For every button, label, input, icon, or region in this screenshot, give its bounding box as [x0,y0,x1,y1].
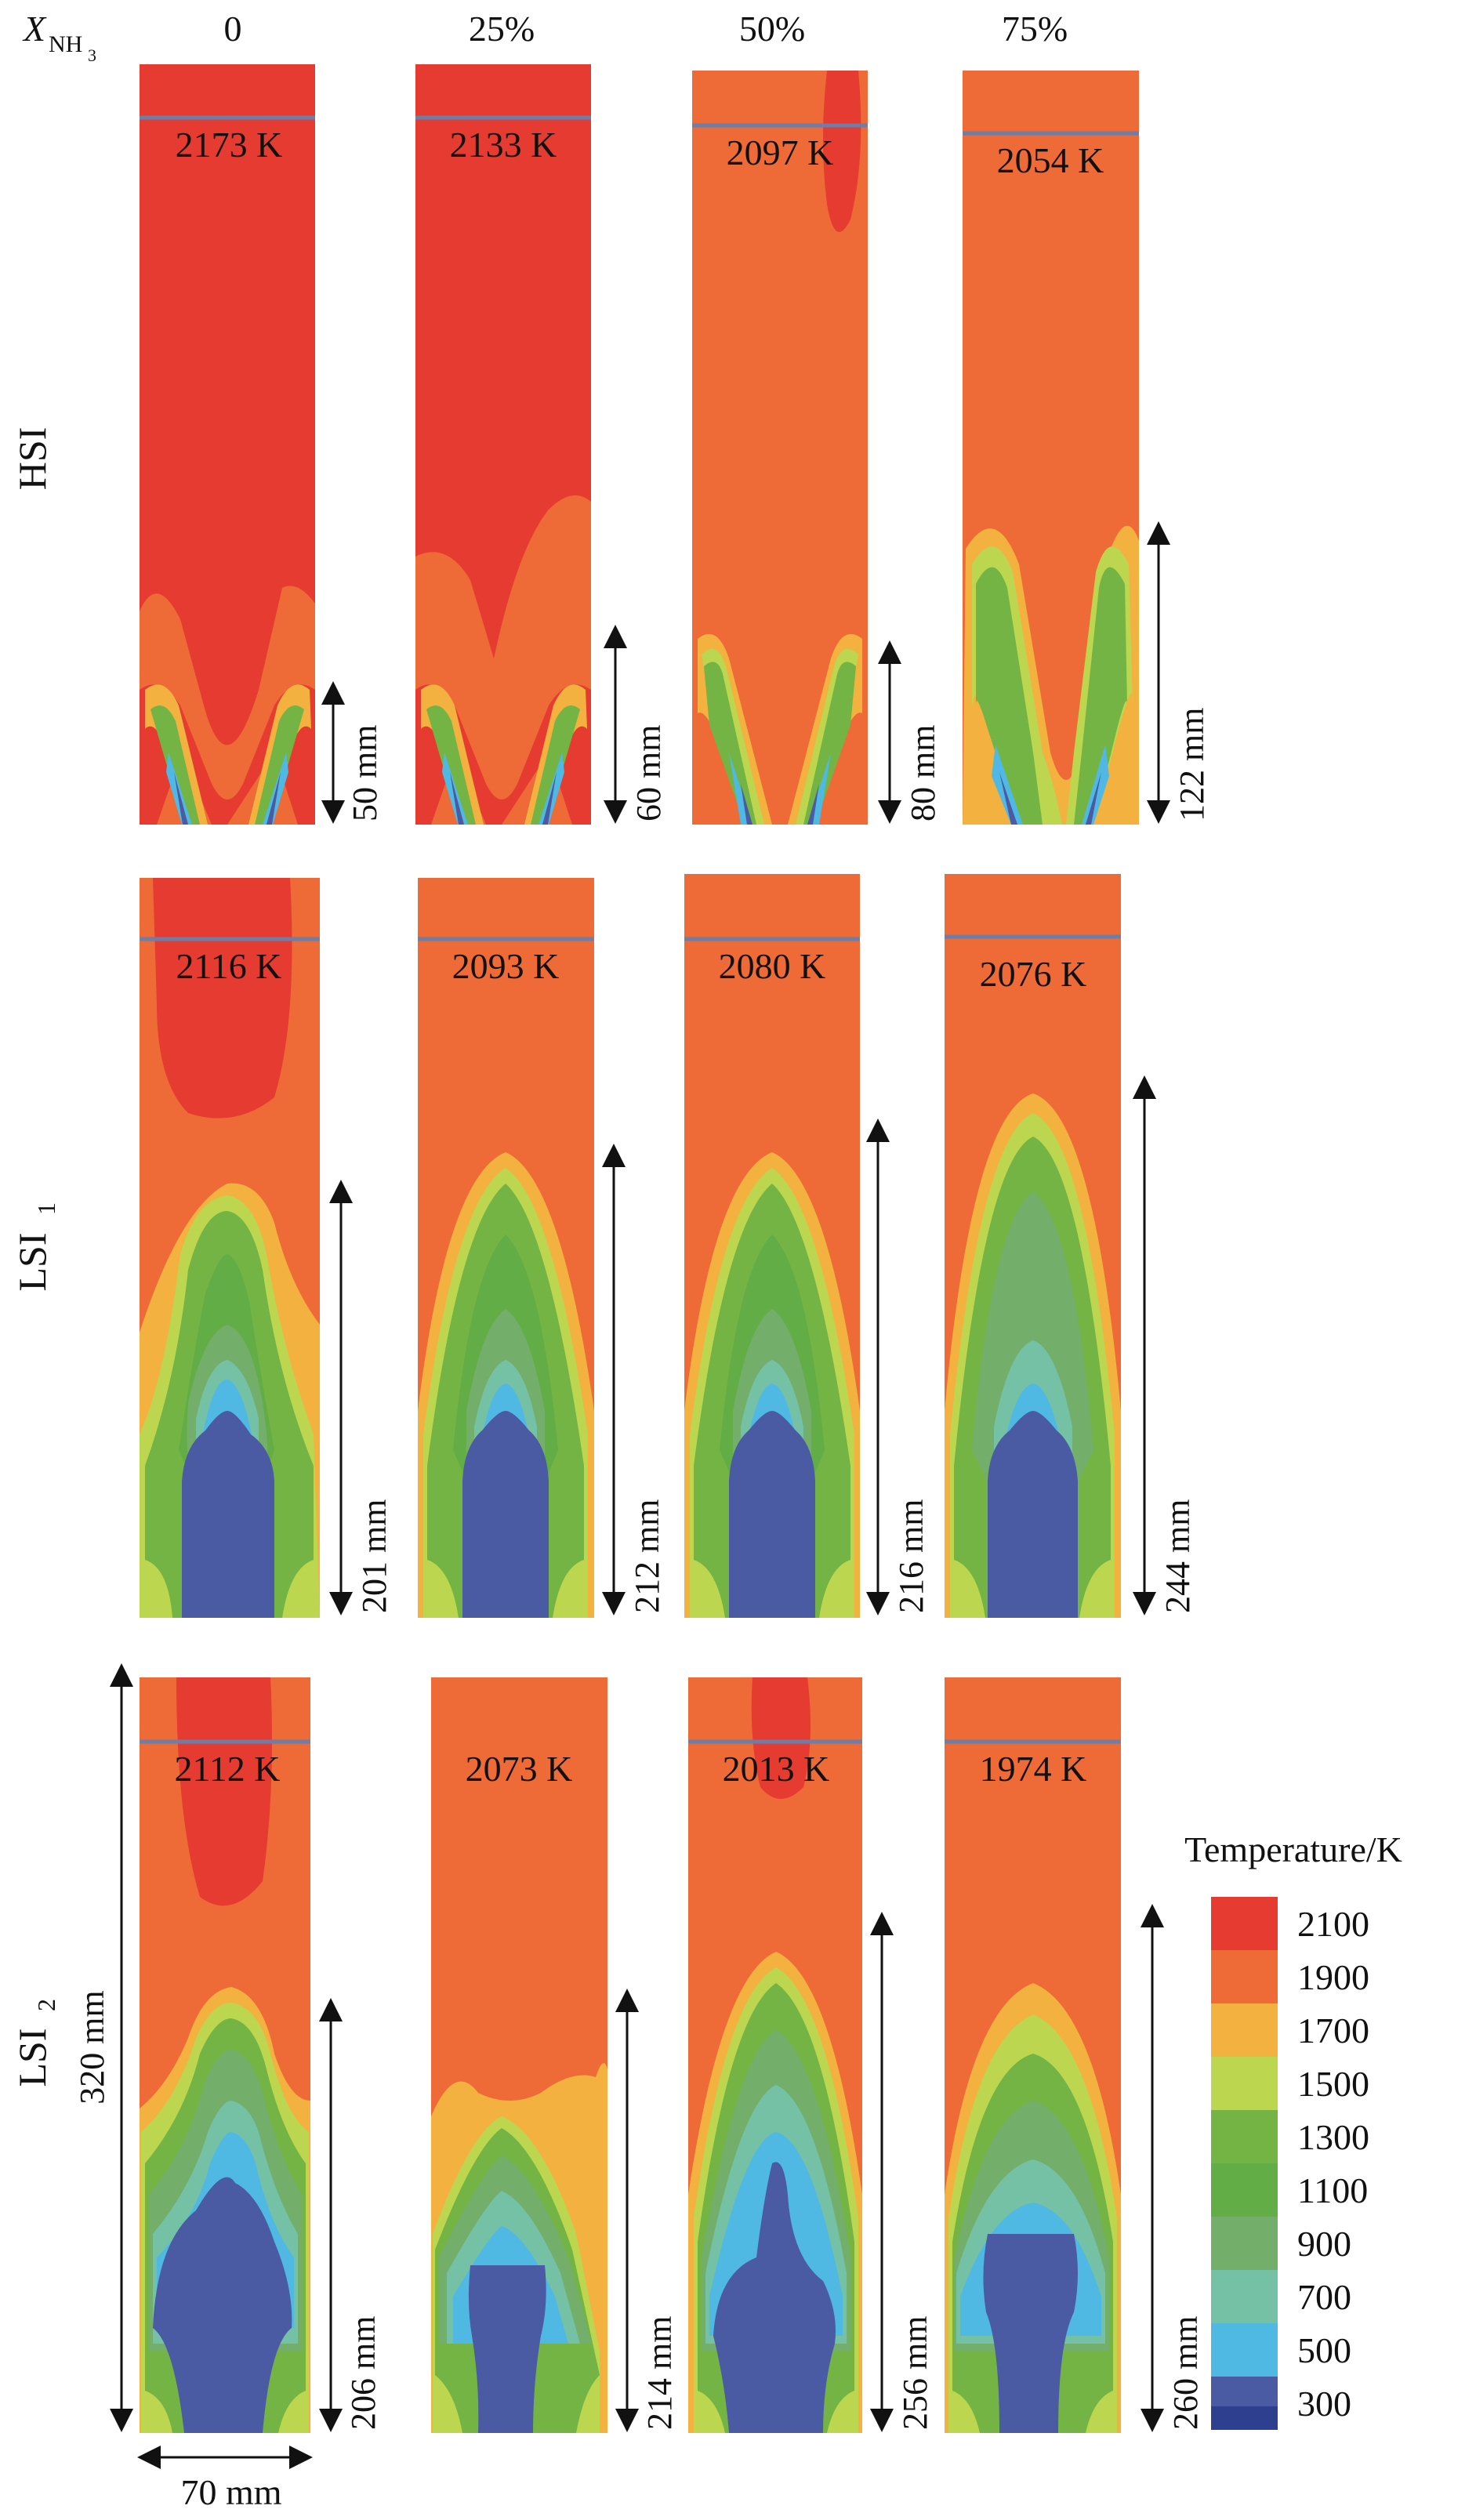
width-dimension: 70 mm [137,2446,313,2512]
legend-label: 1500 [1297,2064,1369,2104]
flame-length-marker-lsi1-1: 212 mm [602,1144,666,1615]
svg-text:HSI: HSI [10,427,54,491]
flame-length-marker-lsi2-1: 214 mm [615,1989,679,2432]
legend-swatch [1211,2270,1278,2323]
height-dimension: 320 mm [73,1663,133,2432]
flame-length-marker-lsi1-2: 216 mm [866,1119,930,1615]
column-label-0: 0 [224,9,242,49]
svg-text:214 mm: 214 mm [640,2316,679,2430]
legend-swatch [1211,2057,1278,2110]
flame-length-marker-hsi-2: 80 mm [878,640,942,824]
legend-label: 900 [1297,2224,1351,2264]
svg-text:260 mm: 260 mm [1166,2316,1205,2430]
svg-text:1: 1 [32,1202,60,1215]
column-header: X NH 3 0 25% 50% 75% [22,9,1068,65]
peak-temperature-label: 2097 K [727,132,834,172]
contour-panel-lsi1-1: 2093 K [418,878,594,1618]
svg-text:212 mm: 212 mm [628,1499,666,1613]
peak-temperature-label: 2013 K [723,1749,830,1789]
svg-text:60 mm: 60 mm [629,725,668,821]
temperature-legend: Temperature/K 2100 1900 1700 1500 1300 1100 90… [1184,1829,1402,2430]
legend-swatch [1211,1950,1278,2003]
legend-swatch [1211,2110,1278,2163]
peak-temperature-label: 2076 K [980,954,1087,994]
x-nh3-label-subsub: 3 [88,45,96,65]
legend-label: 1700 [1297,2011,1369,2050]
legend-label: 300 [1297,2384,1351,2424]
svg-text:244 mm: 244 mm [1159,1499,1197,1613]
legend-swatch [1211,1897,1278,1950]
row-label-hsi: HSI [10,427,54,491]
peak-temperature-label: 2073 K [466,1749,573,1789]
svg-text:256 mm: 256 mm [896,2316,934,2430]
svg-text:320 mm: 320 mm [73,1990,111,2104]
legend-swatch [1211,2003,1278,2057]
contour-panel-hsi-1: 2133 K [415,64,591,825]
peak-temperature-label: 2054 K [997,140,1104,180]
svg-text:50 mm: 50 mm [346,725,384,821]
contour-panel-lsi1-3: 2076 K [945,874,1121,1618]
flame-length-marker-hsi-0: 50 mm [321,681,384,824]
legend-swatch [1211,2217,1278,2270]
legend-swatch [1211,2323,1278,2377]
row-label-lsi2: LSI 2 [10,1999,60,2087]
peak-temperature-label: 1974 K [980,1749,1087,1789]
legend-label: 500 [1297,2330,1351,2370]
legend-label: 1900 [1297,1957,1369,1997]
svg-text:122 mm: 122 mm [1173,708,1211,821]
column-label-50: 50% [739,9,805,49]
peak-temperature-label: 2093 K [452,946,560,986]
legend-label: 700 [1297,2277,1351,2317]
legend-label: 2100 [1297,1904,1369,1944]
legend-label: 1100 [1297,2170,1368,2210]
legend-swatch-bottom [1211,2406,1278,2430]
peak-temperature-label: 2080 K [719,946,826,986]
contour-panel-lsi2-3: 1974 K [945,1677,1121,2433]
legend-label: 1300 [1297,2117,1369,2157]
peak-temperature-label: 2112 K [174,1749,280,1789]
peak-temperature-label: 2173 K [176,125,283,165]
peak-temperature-label: 2116 K [176,946,281,986]
contour-panel-lsi2-0: 2112 K [140,1677,310,2433]
flame-length-marker-hsi-1: 60 mm [604,625,668,824]
contour-panel-hsi-2: 2097 K [692,71,868,825]
contour-panel-lsi1-2: 2080 K [684,874,860,1618]
contour-panel-lsi2-1: 2073 K [431,1677,607,2433]
svg-text:LSI: LSI [10,1233,54,1292]
peak-temperature-label: 2133 K [450,125,557,165]
row-label-lsi1: LSI 1 [10,1202,60,1292]
column-label-75: 75% [1002,9,1068,49]
svg-text:LSI: LSI [10,2029,54,2087]
column-label-25: 25% [469,9,535,49]
svg-text:216 mm: 216 mm [892,1499,930,1613]
svg-text:206 mm: 206 mm [344,2316,383,2430]
contour-panel-lsi2-2: 2013 K [688,1677,862,2433]
flame-length-marker-lsi1-3: 244 mm [1133,1075,1197,1615]
contour-panel-hsi-0: 2173 K [140,64,315,825]
legend-swatch [1211,2163,1278,2217]
legend-title: Temperature/K [1184,1829,1402,1869]
flame-length-marker-lsi2-2: 256 mm [870,1912,934,2432]
svg-text:70 mm: 70 mm [180,2472,281,2512]
flame-length-marker-lsi2-0: 206 mm [319,1998,383,2432]
flame-length-marker-lsi1-0: 201 mm [329,1180,393,1615]
svg-text:80 mm: 80 mm [904,725,942,821]
x-nh3-label-sub: NH [49,31,82,57]
svg-text:2: 2 [32,1999,60,2011]
svg-text:201 mm: 201 mm [355,1499,393,1613]
flame-length-marker-hsi-3: 122 mm [1147,521,1211,824]
contour-panel-lsi1-0: 2116 K [140,878,320,1618]
flame-length-marker-lsi2-3: 260 mm [1141,1904,1205,2432]
x-nh3-label-main: X [22,9,47,49]
contour-panel-hsi-3: 2054 K [963,71,1139,825]
